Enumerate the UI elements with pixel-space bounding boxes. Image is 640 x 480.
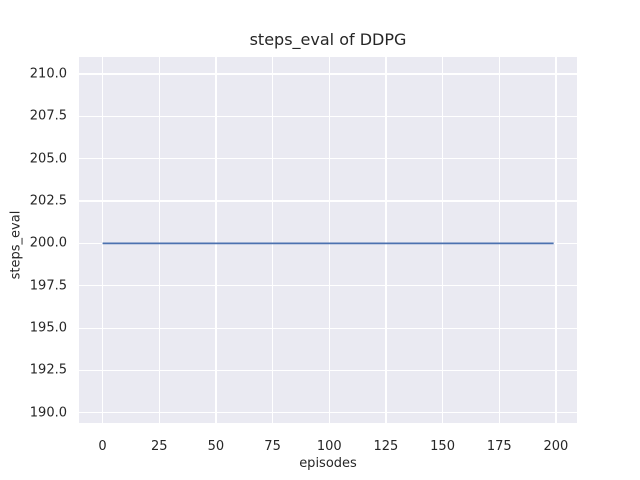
series-plot (79, 57, 577, 423)
h-gridline (79, 200, 577, 202)
plot-area (79, 57, 577, 423)
x-tick-label: 200 (543, 439, 569, 454)
y-tick-label: 192.5 (29, 362, 67, 378)
x-axis-label: episodes (299, 456, 357, 471)
v-gridline (498, 57, 500, 423)
chart-title: steps_eval of DDPG (249, 30, 407, 49)
x-tick-label: 175 (486, 439, 512, 454)
h-gridline (79, 412, 577, 414)
y-tick-label: 197.5 (29, 278, 67, 294)
h-gridline (79, 73, 577, 75)
x-tick-label: 75 (264, 439, 281, 454)
v-gridline (441, 57, 444, 423)
y-tick-label: 200.0 (29, 235, 67, 251)
v-gridline (271, 57, 274, 423)
v-gridline (328, 57, 330, 423)
y-tick-label: 190.0 (29, 405, 67, 421)
x-tick-label: 0 (98, 439, 107, 454)
x-tick-label: 25 (150, 439, 168, 454)
v-gridline (158, 57, 160, 423)
x-tick-label: 50 (207, 439, 225, 454)
v-gridline (215, 57, 217, 423)
x-tick-label: 150 (430, 439, 455, 454)
h-gridline (79, 285, 577, 287)
x-tick-label: 100 (316, 439, 342, 454)
h-gridline (79, 369, 577, 372)
y-axis-label: steps_eval (8, 210, 24, 280)
y-tick-label: 210.0 (29, 66, 67, 82)
x-axis-ticks: 0 25 50 75 100 125 150 175 200 (79, 439, 577, 455)
v-gridline (555, 57, 557, 423)
y-tick-label: 207.5 (29, 108, 67, 124)
v-gridline (385, 57, 387, 423)
h-gridline (79, 327, 577, 329)
y-tick-label: 205.0 (29, 151, 67, 167)
h-gridline (79, 115, 577, 117)
y-tick-label: 195.0 (29, 320, 67, 336)
h-gridline (79, 158, 577, 160)
y-axis-ticks: 190.0 192.5 195.0 197.5 200.0 202.5 205.0 207.5… (0, 57, 67, 423)
x-tick-label: 125 (373, 439, 399, 454)
v-gridline (101, 57, 104, 423)
y-tick-label: 202.5 (29, 193, 67, 209)
